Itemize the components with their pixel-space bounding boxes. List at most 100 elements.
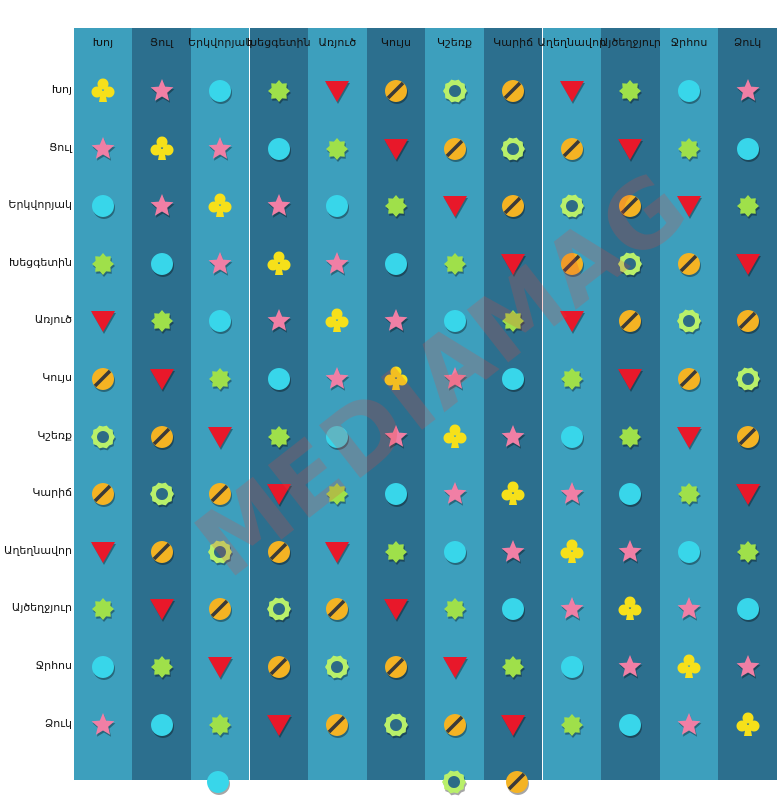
striped-orange-circle-icon	[147, 537, 177, 567]
row-header: Խոյ	[51, 83, 72, 96]
striped-orange-circle-icon	[88, 479, 118, 509]
ring-icon	[733, 364, 763, 394]
striped-orange-circle-icon	[615, 191, 645, 221]
striped-orange-circle-icon	[205, 479, 235, 509]
cyan-circle-icon	[674, 537, 704, 567]
column-header: Ձուկ	[733, 36, 762, 49]
red-triangle-icon	[674, 422, 704, 452]
cyan-circle-icon	[733, 594, 763, 624]
column-header: Կշեռք	[437, 36, 473, 49]
green-starburst-icon	[88, 594, 118, 624]
striped-orange-circle-icon	[498, 191, 528, 221]
star-icon	[498, 422, 528, 452]
star-icon	[498, 537, 528, 567]
cyan-circle-icon	[674, 76, 704, 106]
column-header: Ցուլ	[149, 36, 174, 49]
clover-icon	[557, 537, 587, 567]
green-starburst-icon	[381, 537, 411, 567]
row-header: Կշեռք	[37, 428, 72, 442]
green-starburst-icon	[674, 134, 704, 164]
ring-icon	[322, 652, 352, 682]
column-header: Խոյ	[92, 36, 114, 49]
red-triangle-icon	[205, 422, 235, 452]
cyan-circle-icon	[615, 479, 645, 509]
red-triangle-icon	[498, 249, 528, 279]
column-header: Այծեղջյուր	[599, 36, 661, 49]
striped-orange-circle-icon	[733, 306, 763, 336]
column-header: Ջրհոս	[670, 36, 708, 49]
cyan-circle-icon	[205, 76, 235, 106]
cyan-circle-icon	[381, 479, 411, 509]
cyan-circle-icon	[264, 364, 294, 394]
star-icon	[264, 306, 294, 336]
green-starburst-icon	[733, 537, 763, 567]
row-header: Աղեղնավոր	[4, 543, 72, 557]
star-icon	[615, 537, 645, 567]
green-starburst-icon	[381, 191, 411, 221]
striped-orange-circle-icon	[322, 710, 352, 740]
cyan-circle-icon	[557, 652, 587, 682]
red-triangle-icon	[88, 537, 118, 567]
cyan-circle-icon	[88, 652, 118, 682]
green-starburst-icon	[205, 364, 235, 394]
star-icon	[205, 249, 235, 279]
striped-orange-circle-icon	[498, 76, 528, 106]
cyan-circle-icon	[498, 594, 528, 624]
star-icon	[322, 249, 352, 279]
ring-icon	[205, 537, 235, 567]
column-header: Կույս	[380, 36, 412, 49]
striped-orange-circle-icon	[733, 422, 763, 452]
row-header: Երկվորյակ	[8, 198, 72, 212]
striped-orange-circle-icon	[615, 306, 645, 336]
red-triangle-icon	[615, 134, 645, 164]
cyan-circle-icon	[381, 249, 411, 279]
striped-orange-circle-icon	[264, 537, 294, 567]
red-triangle-icon	[440, 191, 470, 221]
red-triangle-icon	[88, 306, 118, 336]
striped-orange-circle-icon	[205, 594, 235, 624]
star-icon	[440, 479, 470, 509]
star-icon	[733, 76, 763, 106]
cyan-circle-icon	[147, 249, 177, 279]
cyan-circle-icon	[440, 537, 470, 567]
green-starburst-icon	[733, 191, 763, 221]
ring-icon	[264, 594, 294, 624]
clover-icon	[88, 76, 118, 106]
striped-orange-circle-icon	[381, 652, 411, 682]
clover-icon	[264, 249, 294, 279]
red-triangle-icon	[322, 76, 352, 106]
legend-striped-orange-circle-icon	[502, 767, 532, 797]
green-starburst-icon	[205, 710, 235, 740]
striped-orange-circle-icon	[674, 364, 704, 394]
green-starburst-icon	[147, 652, 177, 682]
striped-orange-circle-icon	[557, 134, 587, 164]
striped-orange-circle-icon	[322, 594, 352, 624]
column-header: Երկվորյակ	[187, 36, 253, 49]
star-icon	[264, 191, 294, 221]
column-header: Կարիճ	[493, 36, 534, 49]
red-triangle-icon	[733, 479, 763, 509]
red-triangle-icon	[205, 652, 235, 682]
row-header: Կարիճ	[32, 486, 72, 500]
red-triangle-icon	[674, 191, 704, 221]
green-starburst-icon	[264, 76, 294, 106]
red-triangle-icon	[147, 594, 177, 624]
star-icon	[88, 710, 118, 740]
cyan-circle-icon	[205, 306, 235, 336]
red-triangle-icon	[440, 652, 470, 682]
clover-icon	[615, 594, 645, 624]
green-starburst-icon	[557, 710, 587, 740]
clover-icon	[498, 479, 528, 509]
ring-icon	[147, 479, 177, 509]
star-icon	[440, 364, 470, 394]
star-icon	[205, 134, 235, 164]
striped-orange-circle-icon	[674, 249, 704, 279]
star-icon	[557, 479, 587, 509]
star-icon	[322, 364, 352, 394]
star-icon	[733, 652, 763, 682]
striped-orange-circle-icon	[88, 364, 118, 394]
striped-orange-circle-icon	[381, 76, 411, 106]
row-header: Խեցգետին	[9, 255, 72, 269]
legend-ring-icon	[439, 767, 469, 797]
red-triangle-icon	[615, 364, 645, 394]
